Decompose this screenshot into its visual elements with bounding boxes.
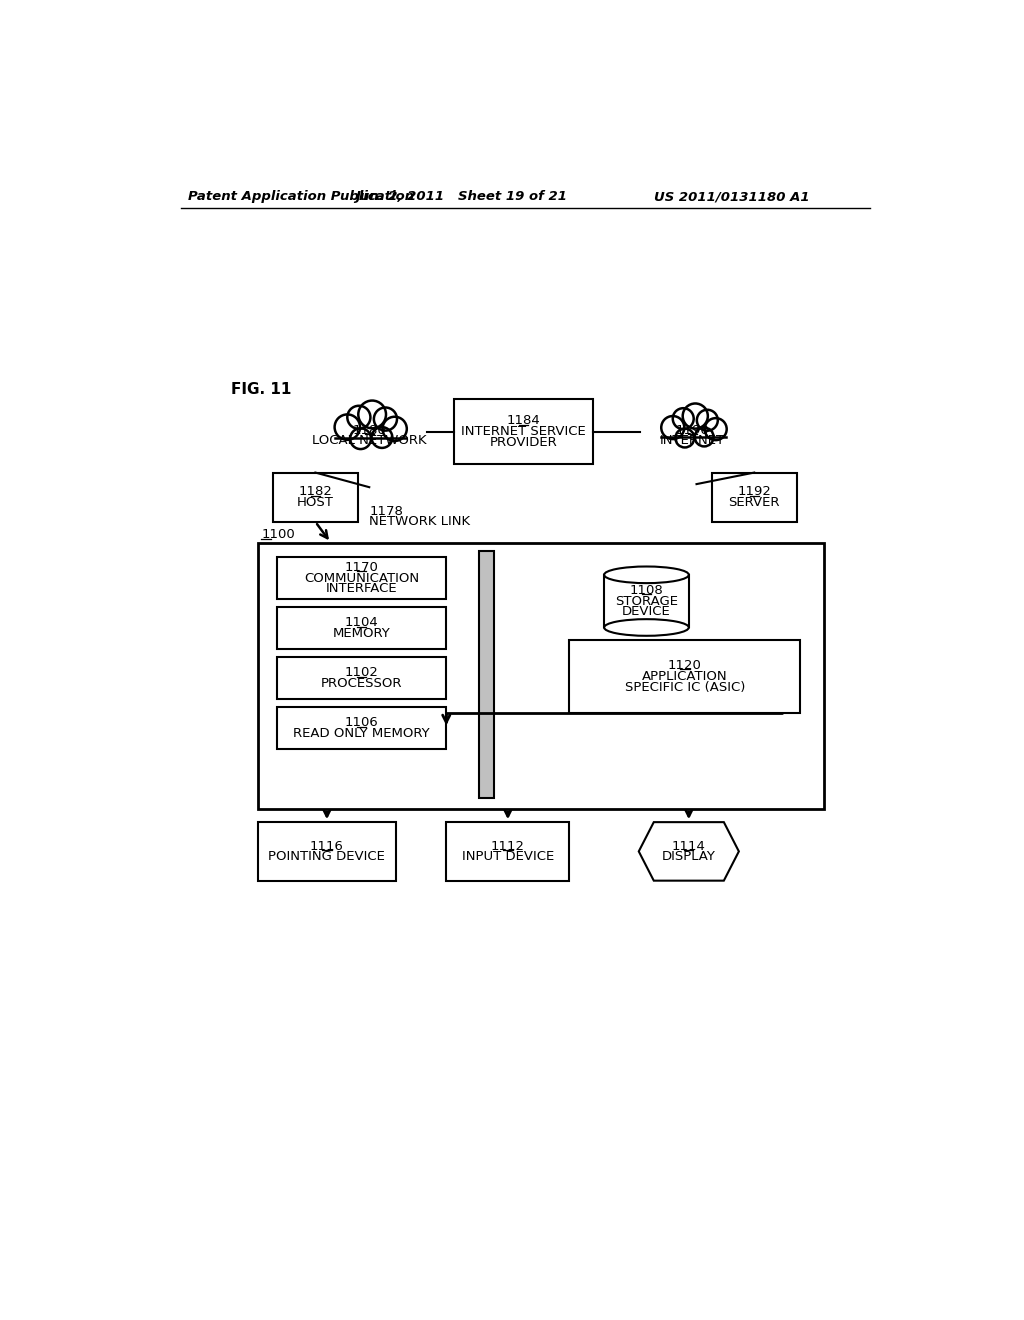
Text: DEVICE: DEVICE: [623, 606, 671, 619]
Text: INTERNET SERVICE: INTERNET SERVICE: [461, 425, 586, 438]
Text: 1110: 1110: [500, 564, 535, 577]
Text: FIG. 11: FIG. 11: [230, 381, 291, 397]
Text: LOCAL NETWORK: LOCAL NETWORK: [312, 434, 427, 447]
Ellipse shape: [604, 566, 689, 583]
Text: INPUT DEVICE: INPUT DEVICE: [462, 850, 554, 863]
Bar: [569, 640, 801, 713]
Circle shape: [374, 408, 397, 430]
Bar: [258, 544, 823, 809]
Circle shape: [350, 428, 371, 449]
Bar: [276, 708, 446, 750]
Text: 1114: 1114: [672, 840, 706, 853]
Circle shape: [383, 417, 407, 441]
Text: US 2011/0131180 A1: US 2011/0131180 A1: [654, 190, 810, 203]
Circle shape: [347, 405, 371, 429]
Text: 1180: 1180: [352, 424, 386, 437]
Text: STORAGE: STORAGE: [615, 594, 678, 607]
Text: 1178: 1178: [370, 504, 403, 517]
Circle shape: [372, 428, 392, 447]
Text: PROVIDER: PROVIDER: [489, 436, 557, 449]
Bar: [479, 552, 494, 797]
Circle shape: [358, 400, 386, 428]
Text: 1104: 1104: [345, 616, 379, 630]
Bar: [604, 574, 689, 627]
Ellipse shape: [604, 619, 689, 636]
Circle shape: [673, 408, 693, 429]
Bar: [258, 822, 396, 880]
Bar: [712, 473, 797, 521]
Circle shape: [676, 429, 694, 447]
Text: Jun. 2, 2011   Sheet 19 of 21: Jun. 2, 2011 Sheet 19 of 21: [355, 190, 567, 203]
Text: 1112: 1112: [490, 840, 525, 853]
Text: PROCESSOR: PROCESSOR: [321, 677, 402, 690]
Text: 1120: 1120: [668, 659, 701, 672]
Circle shape: [705, 418, 727, 440]
Text: 1182: 1182: [298, 486, 333, 499]
Text: 1184: 1184: [507, 414, 540, 428]
Text: HOST: HOST: [297, 496, 334, 510]
Circle shape: [335, 414, 360, 440]
Circle shape: [662, 416, 684, 440]
Text: 1102: 1102: [345, 667, 379, 680]
Text: READ ONLY MEMORY: READ ONLY MEMORY: [293, 727, 430, 741]
Text: 1170: 1170: [345, 561, 379, 574]
Bar: [454, 400, 593, 465]
Text: APPLICATION: APPLICATION: [642, 669, 728, 682]
Circle shape: [694, 428, 714, 446]
Text: POINTING DEVICE: POINTING DEVICE: [268, 850, 385, 863]
Bar: [276, 607, 446, 649]
Text: NETWORK LINK: NETWORK LINK: [370, 515, 470, 528]
Bar: [276, 657, 446, 700]
Text: DISPLAY: DISPLAY: [662, 850, 716, 863]
Bar: [273, 473, 357, 521]
Text: INTERFACE: INTERFACE: [326, 582, 397, 595]
Text: MEMORY: MEMORY: [333, 627, 390, 640]
Bar: [659, 434, 728, 446]
Text: SERVER: SERVER: [728, 496, 780, 510]
Text: COMMUNICATION: COMMUNICATION: [304, 572, 419, 585]
Text: 1192: 1192: [737, 486, 771, 499]
Text: 1106: 1106: [345, 717, 379, 730]
Text: 1100: 1100: [261, 528, 295, 541]
Text: Patent Application Publication: Patent Application Publication: [188, 190, 415, 203]
Text: SPECIFIC IC (ASIC): SPECIFIC IC (ASIC): [625, 681, 745, 693]
Circle shape: [683, 404, 708, 429]
Circle shape: [697, 409, 718, 430]
Text: 1108: 1108: [630, 583, 664, 597]
Text: 1190: 1190: [676, 424, 710, 437]
Text: BUS: BUS: [500, 576, 527, 589]
Text: 1116: 1116: [310, 840, 344, 853]
Bar: [446, 822, 569, 880]
Bar: [333, 436, 408, 447]
Polygon shape: [639, 822, 739, 880]
Text: INTERNET: INTERNET: [660, 434, 725, 447]
Bar: [276, 557, 446, 599]
